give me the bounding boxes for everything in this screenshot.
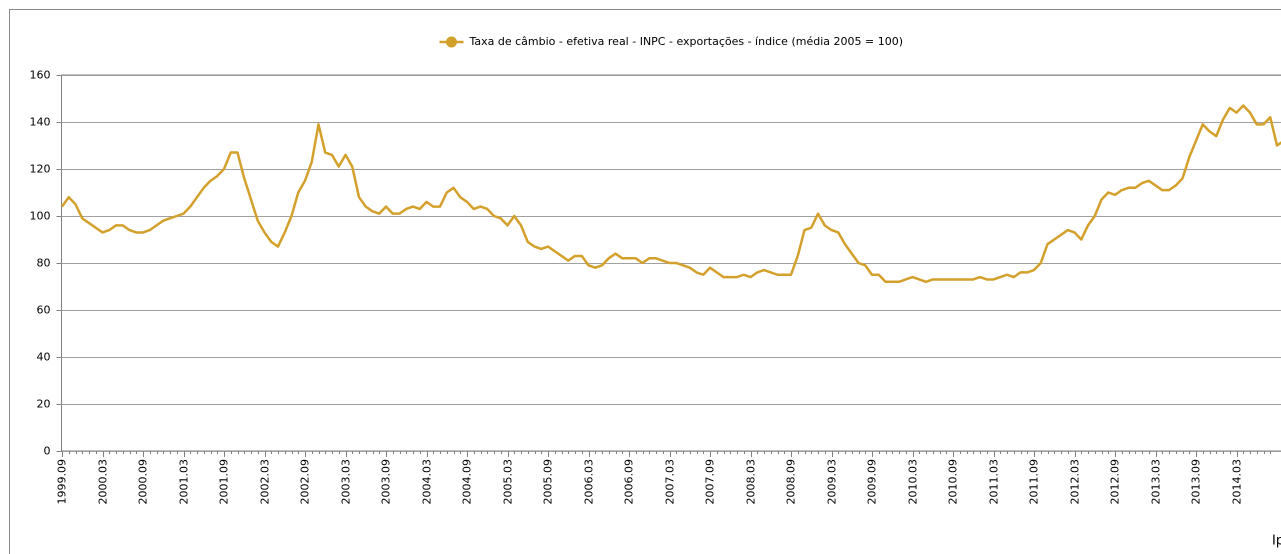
x-tick-label: 2008.03 <box>745 459 758 505</box>
x-tick-label: 2002.09 <box>299 459 312 505</box>
x-tick-label: 2003.09 <box>380 459 393 505</box>
y-tick-label: 0 <box>44 445 51 458</box>
x-tick-label: 2001.09 <box>218 459 231 505</box>
y-tick-label: 120 <box>30 163 51 176</box>
legend-label: Taxa de câmbio - efetiva real - INPC - e… <box>469 35 903 48</box>
x-tick-label: 2012.03 <box>1069 459 1082 505</box>
y-tick-label: 40 <box>37 351 51 364</box>
legend-marker <box>446 36 458 48</box>
x-tick-label: 2000.09 <box>137 459 150 505</box>
x-tick-label: 2010.03 <box>907 459 920 505</box>
y-tick-label: 20 <box>37 398 51 411</box>
x-tick-label: 2007.03 <box>664 459 677 505</box>
x-tick-label: 2004.09 <box>461 459 474 505</box>
x-tick-label: 2005.09 <box>542 459 555 505</box>
x-tick-label: 2005.03 <box>502 459 515 505</box>
y-tick-label: 100 <box>30 210 51 223</box>
y-tick-label: 160 <box>30 69 51 82</box>
source: Ipeadata - http://www.ipeadata.gov.br <box>1272 534 1281 549</box>
x-tick-label: 2010.09 <box>947 459 960 505</box>
x-tick-label: 2001.03 <box>178 459 191 505</box>
x-tick-label: 2009.03 <box>826 459 839 505</box>
x-tick-label: 2002.03 <box>259 459 272 505</box>
x-tick-label: 1999.09 <box>56 459 69 505</box>
x-tick-label: 2012.09 <box>1109 459 1122 505</box>
x-tick-label: 2013.03 <box>1150 459 1163 505</box>
x-tick-label: 2013.09 <box>1190 459 1203 505</box>
x-tick-label: 2011.03 <box>988 459 1001 505</box>
x-tick-label: 2006.09 <box>623 459 636 505</box>
x-tick-label: 2008.09 <box>785 459 798 505</box>
x-tick-label: 2009.09 <box>866 459 879 505</box>
y-tick-label: 140 <box>30 116 51 129</box>
y-tick-label: 80 <box>37 257 51 270</box>
x-tick-label: 2011.09 <box>1028 459 1041 505</box>
x-tick-label: 2007.09 <box>704 459 717 505</box>
x-tick-label: 2004.03 <box>421 459 434 505</box>
x-tick-label: 2000.03 <box>97 459 110 505</box>
x-tick-label: 2014.03 <box>1231 459 1244 505</box>
y-tick-label: 60 <box>37 304 51 317</box>
x-tick-label: 2006.03 <box>583 459 596 505</box>
series-line <box>60 104 1281 284</box>
x-tick-label: 2003.03 <box>340 459 353 505</box>
frame <box>9 9 1281 554</box>
